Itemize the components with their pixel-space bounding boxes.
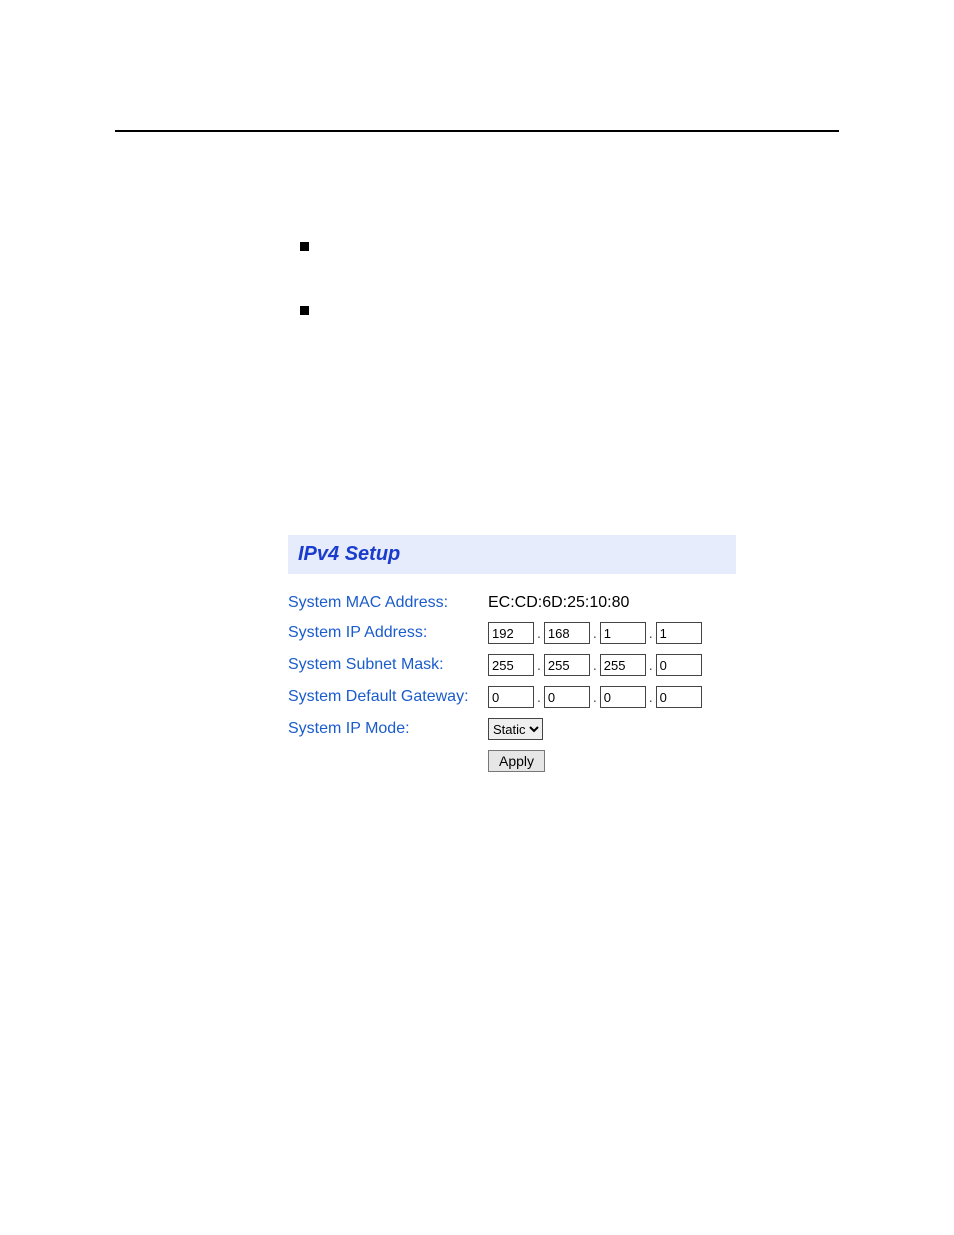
mask-octet-4[interactable] — [656, 654, 702, 676]
label-mac: System MAC Address: — [288, 594, 488, 612]
ip-octet-4[interactable] — [656, 622, 702, 644]
dot-icon: . — [590, 689, 600, 705]
row-mask: System Subnet Mask: . . . — [288, 654, 736, 676]
row-gateway: System Default Gateway: . . . — [288, 686, 736, 708]
ip-octet-1[interactable] — [488, 622, 534, 644]
dot-icon: . — [534, 657, 544, 673]
bullet-icon — [300, 306, 309, 315]
dot-icon: . — [646, 625, 656, 641]
mask-octet-3[interactable] — [600, 654, 646, 676]
dot-icon: . — [646, 657, 656, 673]
row-ip: System IP Address: . . . — [288, 622, 736, 644]
row-mode: System IP Mode: Static — [288, 718, 736, 740]
dot-icon: . — [590, 657, 600, 673]
value-mac: EC:CD:6D:25:10:80 — [488, 594, 629, 612]
label-mode: System IP Mode: — [288, 720, 488, 738]
label-mask: System Subnet Mask: — [288, 656, 488, 674]
ipv4-form: System MAC Address: EC:CD:6D:25:10:80 Sy… — [288, 574, 736, 772]
ip-octet-2[interactable] — [544, 622, 590, 644]
row-mac: System MAC Address: EC:CD:6D:25:10:80 — [288, 594, 736, 612]
horizontal-rule — [115, 130, 839, 132]
gateway-octet-3[interactable] — [600, 686, 646, 708]
ip-mode-select[interactable]: Static — [488, 718, 543, 740]
ipv4-setup-panel: IPv4 Setup System MAC Address: EC:CD:6D:… — [288, 535, 736, 772]
row-apply: Apply — [288, 750, 736, 772]
dot-icon: . — [646, 689, 656, 705]
dot-icon: . — [590, 625, 600, 641]
ip-octet-3[interactable] — [600, 622, 646, 644]
gateway-octet-2[interactable] — [544, 686, 590, 708]
bullet-list — [300, 242, 954, 315]
label-ip: System IP Address: — [288, 624, 488, 642]
mask-octet-2[interactable] — [544, 654, 590, 676]
mask-octet-1[interactable] — [488, 654, 534, 676]
panel-title: IPv4 Setup — [288, 535, 736, 574]
apply-button[interactable]: Apply — [488, 750, 545, 772]
gateway-octet-1[interactable] — [488, 686, 534, 708]
bullet-icon — [300, 242, 309, 251]
label-gateway: System Default Gateway: — [288, 688, 488, 706]
gateway-octet-4[interactable] — [656, 686, 702, 708]
dot-icon: . — [534, 689, 544, 705]
dot-icon: . — [534, 625, 544, 641]
